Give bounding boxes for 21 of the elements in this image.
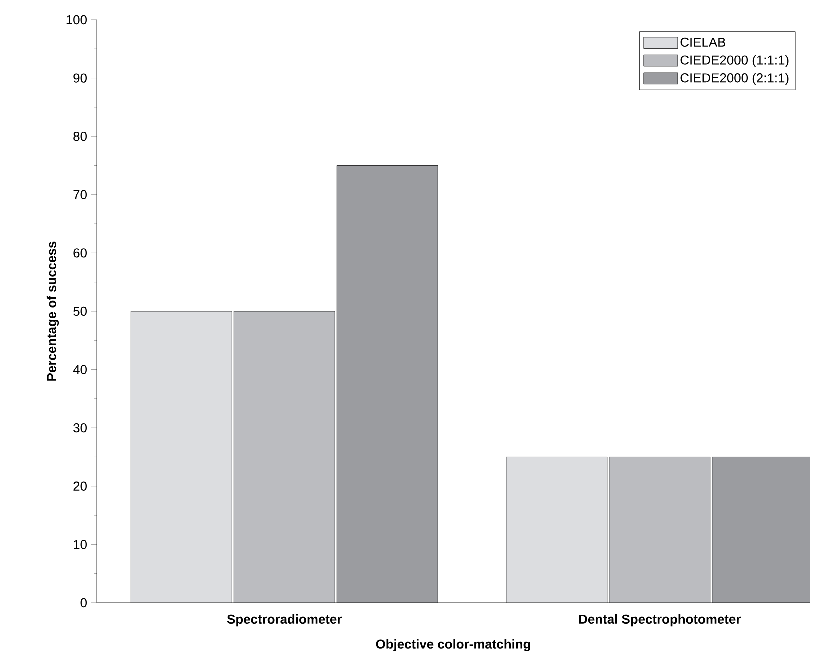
y-tick-label: 70 — [74, 190, 87, 200]
y-tick-label: 90 — [74, 74, 87, 83]
y-tick-label: 0 — [80, 598, 87, 608]
x-tick-label: Dental Spectrophotometer — [579, 614, 742, 627]
y-tick-label: 20 — [74, 482, 87, 491]
legend-label: CIEDE2000 (1:1:1) — [680, 55, 789, 68]
bar — [337, 166, 438, 603]
y-tick-label: 60 — [74, 248, 87, 258]
y-tick-label: 30 — [74, 423, 87, 433]
y-tick-label: 10 — [74, 540, 87, 550]
y-tick-label: 100 — [66, 15, 87, 25]
x-tick-label: Spectroradiometer — [227, 614, 342, 627]
y-tick-label: 50 — [74, 306, 87, 316]
bar — [234, 311, 336, 603]
bar — [131, 311, 232, 603]
bar — [506, 457, 608, 603]
y-axis-title: Percentage of success — [46, 242, 60, 381]
legend-label: CIEDE2000 (2:1:1) — [680, 73, 789, 86]
y-tick-label: 40 — [73, 365, 87, 374]
legend-label: CIELAB — [680, 38, 726, 48]
y-tick-label: 80 — [74, 132, 87, 142]
